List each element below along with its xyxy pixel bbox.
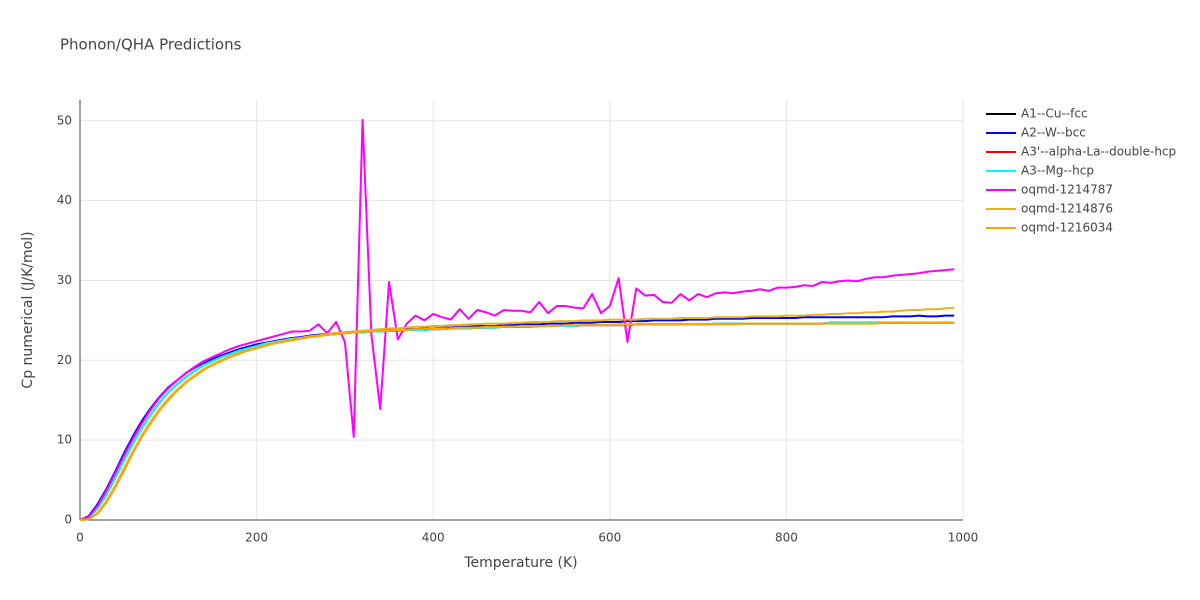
y-axis-title: Cp numerical (J/K/mol) [20, 231, 36, 388]
legend-label: A3--Mg--hcp [1021, 164, 1094, 178]
x-tick-label: 0 [76, 531, 84, 545]
legend-label: A3'--alpha-La--double-hcp [1021, 145, 1176, 159]
series-line [79, 314, 955, 521]
legend-label: oqmd-1216034 [1021, 221, 1113, 235]
x-tick-label: 1000 [948, 531, 979, 545]
y-tick-label: 20 [57, 353, 72, 367]
chart-title: Phonon/QHA Predictions [60, 36, 242, 54]
legend-label: A2--W--bcc [1021, 126, 1086, 140]
legend-label: oqmd-1214876 [1021, 202, 1113, 216]
y-tick-label: 50 [57, 113, 72, 127]
x-tick-label: 600 [598, 531, 621, 545]
x-tick-label: 200 [245, 531, 268, 545]
x-tick-label: 400 [422, 531, 445, 545]
series-line [79, 118, 955, 521]
y-tick-label: 30 [57, 273, 72, 287]
x-axis-title: Temperature (K) [463, 555, 577, 571]
series-line [79, 321, 955, 521]
y-tick-label: 10 [57, 433, 72, 447]
legend-label: oqmd-1214787 [1021, 183, 1113, 197]
y-tick-label: 40 [57, 193, 72, 207]
x-tick-label: 800 [775, 531, 798, 545]
y-tick-label: 0 [64, 513, 72, 527]
legend-label: A1--Cu--fcc [1021, 107, 1088, 121]
